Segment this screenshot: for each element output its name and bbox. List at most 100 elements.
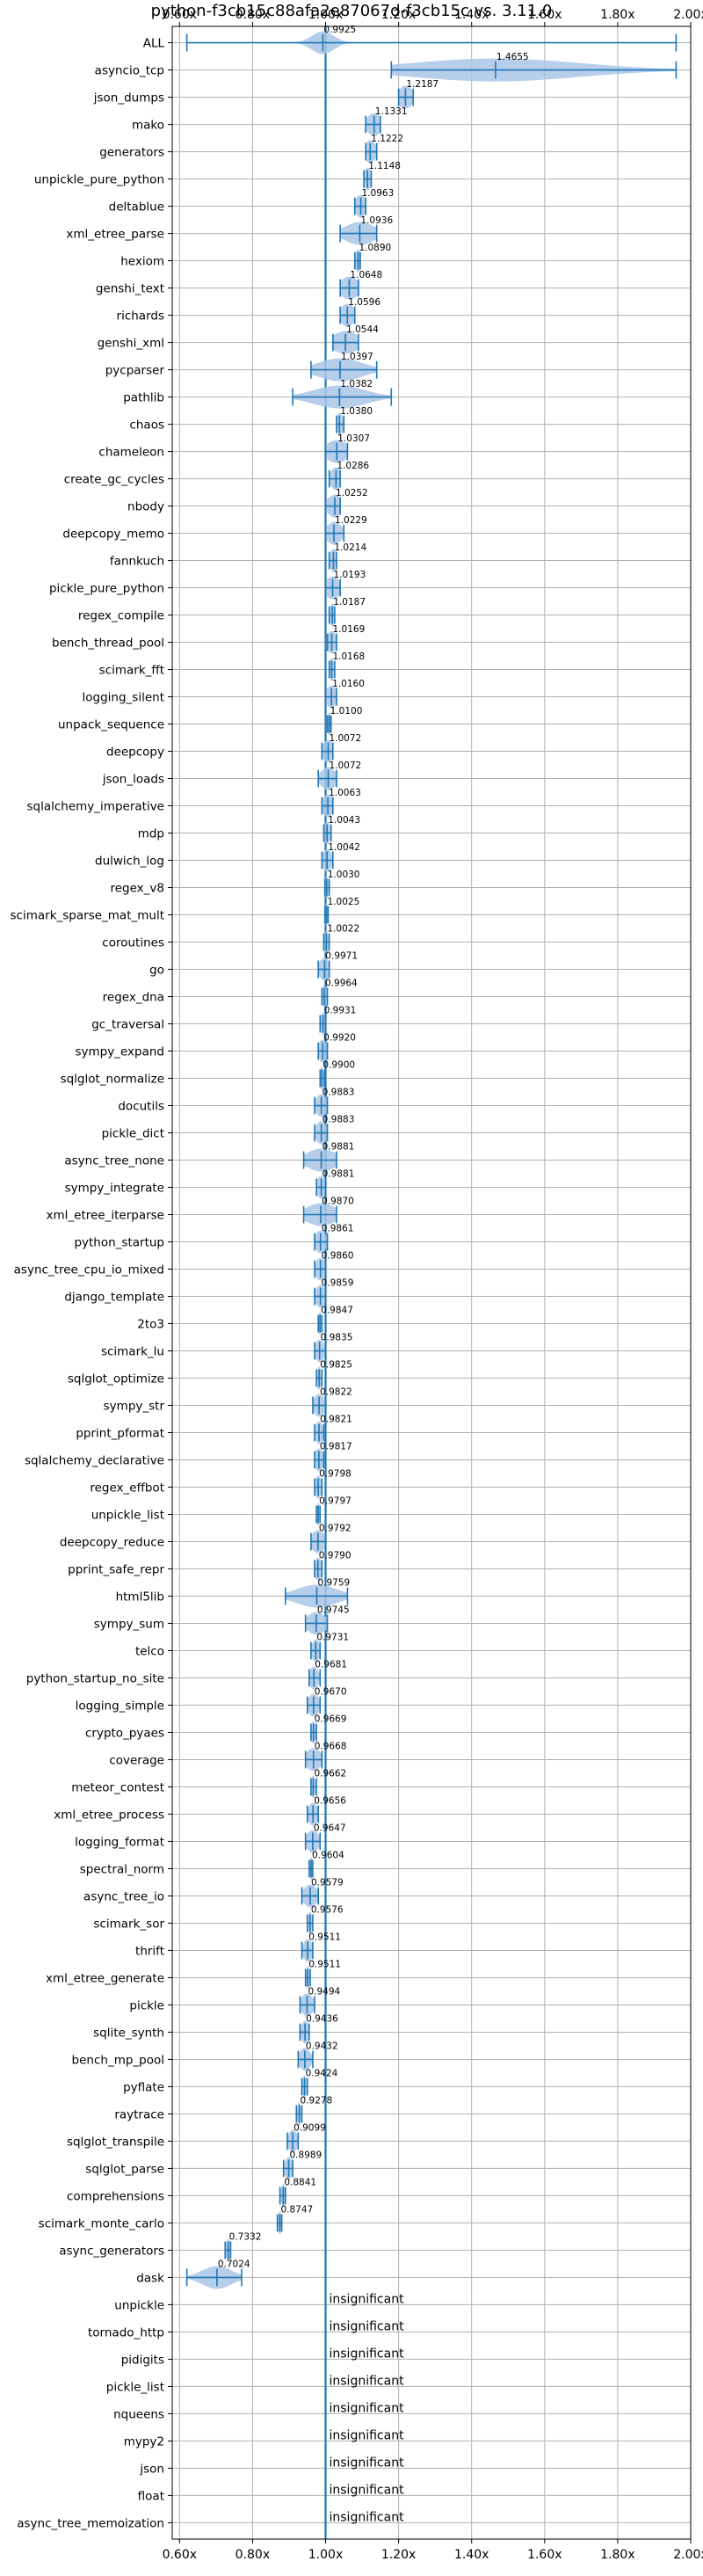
y-tick-label: genshi_text [96,282,164,296]
value-label: 1.0648 [350,270,382,280]
y-tick-label: nbody [127,500,164,514]
value-label: 0.9424 [306,2069,338,2079]
y-tick-label: raytrace [114,2107,164,2121]
value-label: 1.0286 [337,461,369,471]
value-label: 0.9436 [306,2014,338,2025]
y-tick-label: regex_dna [103,991,164,1005]
y-tick-label: xml_etree_iterparse [47,1209,165,1223]
x-tick-label-bottom: 1.00x [308,2548,343,2562]
insignificant-label: insignificant [330,2510,405,2524]
y-tick-label: pickle_pure_python [49,582,164,596]
value-label: 1.0890 [359,243,391,253]
y-tick-label: sympy_integrate [65,1182,164,1196]
y-tick-label: pickle_dict [102,1127,164,1141]
x-tick-label-top: 0.60x [163,8,197,22]
value-label: 1.0025 [328,897,360,907]
value-label: 0.9579 [311,1878,344,1888]
value-label: 0.9870 [322,1197,354,1207]
insignificant-label: insignificant [330,2374,405,2388]
y-tick-label: fannkuch [110,555,164,569]
value-label: 0.9920 [323,1033,356,1044]
value-label: 1.1148 [368,161,401,171]
y-tick-label: deepcopy_reduce [60,1535,164,1549]
value-label: 0.7332 [229,2232,262,2243]
value-label: 1.0380 [340,406,373,417]
insignificant-label: insignificant [330,2428,405,2442]
value-label: 1.0169 [333,624,366,635]
y-tick-label: pycparser [105,364,165,378]
y-tick-label: tornado_http [88,2325,164,2340]
y-tick-label: async_tree_none [64,1154,164,1168]
value-label: 0.9790 [319,1551,352,1561]
y-tick-label: chaos [129,418,164,433]
value-label: 1.0963 [362,188,395,199]
value-label: 1.1331 [375,106,408,117]
value-label: 0.9797 [319,1496,352,1507]
y-tick-label: sympy_str [104,1399,165,1413]
grid [172,26,692,2539]
y-tick-label: richards [117,309,164,324]
x-tick-label-bottom: 1.80x [600,2548,634,2562]
y-tick-label: dask [136,2271,164,2285]
value-label: 0.9662 [314,1769,346,1779]
value-label: 0.9432 [306,2041,338,2052]
y-tick-label: go [149,964,164,978]
value-label: 1.4655 [496,52,529,62]
y-tick-label: mypy2 [124,2434,164,2449]
value-label: 0.9511 [308,1932,341,1943]
value-label: 0.9668 [315,1742,347,1752]
y-tick-label: async_tree_cpu_io_mixed [14,1263,164,1277]
value-label: 1.1222 [371,134,403,144]
value-label: 0.9576 [311,1905,344,1916]
y-tick-label: sqlite_synth [93,2026,164,2040]
x-tick-label-top: 1.80x [600,8,634,22]
y-tick-label: 2to3 [137,1317,164,1331]
value-label: 1.0042 [328,842,360,853]
y-tick-label: json_loads [102,773,164,787]
y-tick-label: python_startup [74,1236,164,1250]
value-label: 0.9817 [320,1442,352,1452]
x-tick-label-bottom: 0.80x [236,2548,270,2562]
y-tick-label: logging_silent [83,691,164,705]
y-tick-label: gc_traversal [91,1018,164,1032]
y-tick-label: pyflate [123,2080,164,2094]
x-tick-label-bottom: 1.60x [527,2548,562,2562]
value-label: 0.9861 [322,1224,354,1234]
y-tick-label: sympy_expand [75,1045,164,1059]
value-label: 0.9971 [325,951,358,962]
y-tick-label: async_tree_io [83,1889,164,1903]
insignificant-label: insignificant [330,2319,405,2333]
insignificant-label: insignificant [330,2456,405,2470]
y-tick-label: bench_mp_pool [72,2053,164,2067]
value-label: 0.9494 [308,1987,340,1997]
y-tick-label: xml_etree_generate [46,1971,164,1985]
value-label: 0.9278 [301,2096,333,2107]
value-label: 0.9792 [319,1524,352,1534]
y-tick-label: spectral_norm [80,1862,164,1876]
y-tick-label: deltablue [109,200,164,215]
y-tick-label: sqlglot_normalize [61,1073,164,1087]
value-label: 0.9881 [323,1142,355,1153]
insignificant-label: insignificant [330,2347,405,2361]
value-label: 1.0193 [334,570,366,580]
value-labels: 0.9925 1.4655 1.2187 1.1331 1.1222 1.1148 1.09… [218,25,529,2525]
value-label: 0.9925 [323,25,356,35]
value-label: 0.7024 [218,2259,250,2270]
value-label: 0.9883 [323,1088,355,1098]
y-tick-label: thrift [135,1944,164,1958]
value-label: 0.9604 [312,1851,344,1861]
insignificant-label: insignificant [330,2292,405,2306]
value-label: 0.9681 [315,1660,347,1670]
y-tick-label: unpack_sequence [58,718,164,732]
violins [185,26,678,2539]
value-label: 0.9511 [308,1960,341,1970]
value-label: 1.0160 [332,679,365,689]
value-label: 0.8747 [280,2205,313,2216]
x-tick-label-bottom: 0.60x [163,2548,197,2562]
y-tick-label: html5lib [116,1590,164,1604]
y-tick-label: docutils [118,1100,164,1114]
value-label: 0.9669 [315,1714,347,1725]
y-tick-label: xml_etree_process [54,1808,164,1822]
